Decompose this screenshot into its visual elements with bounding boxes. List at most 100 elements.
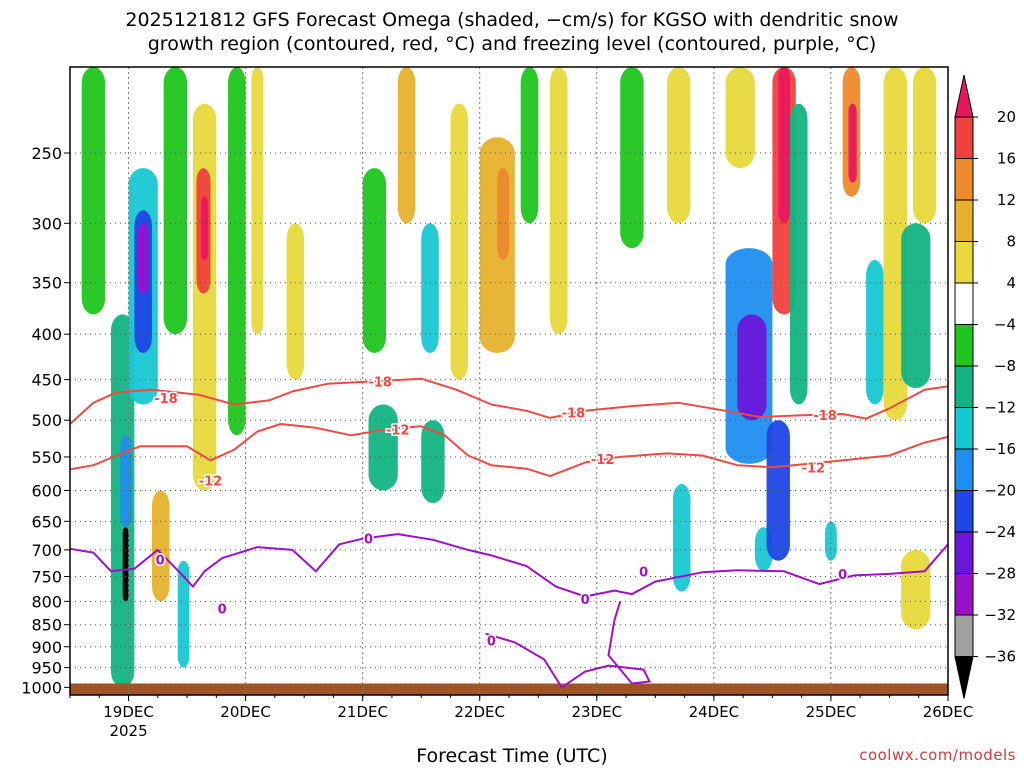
terrain-fill xyxy=(70,683,948,695)
contour-label: 0 xyxy=(364,533,373,548)
x-tick-label: 19DEC xyxy=(103,703,154,721)
y-tick-label: 600 xyxy=(31,481,62,500)
chart-title-line-2: growth region (contoured, red, °C) and f… xyxy=(147,33,877,55)
omega-shading-cell xyxy=(137,223,149,294)
colorbar-box xyxy=(954,324,974,367)
colorbar-bottom-arrow xyxy=(954,656,974,699)
y-tick-label: 500 xyxy=(31,411,62,430)
omega-shading-cell xyxy=(901,223,931,389)
colorbar-label: 12 xyxy=(997,191,1016,209)
omega-shading-cell xyxy=(725,67,755,169)
y-tick-label: 400 xyxy=(31,325,62,344)
contour-line xyxy=(485,601,652,689)
colorbar-box xyxy=(954,573,974,616)
colorbar-label: 8 xyxy=(1006,233,1016,251)
x-tick-label: 20DEC xyxy=(220,703,271,721)
x-tick-label: 21DEC xyxy=(337,703,388,721)
omega-shading-cell xyxy=(778,67,790,224)
contour-line xyxy=(69,377,949,425)
omega-shading-cell xyxy=(866,260,884,405)
x-tick-label: 25DEC xyxy=(806,703,857,721)
y-tick-label: 850 xyxy=(31,616,62,635)
y-tick-label: 450 xyxy=(31,371,62,390)
y-tick-label: 900 xyxy=(31,638,62,657)
omega-shading-cell xyxy=(520,67,539,224)
y-tick-label: 650 xyxy=(31,512,62,531)
contour-label: -18 xyxy=(368,375,392,390)
omega-shading-cell xyxy=(497,168,509,261)
x-tick-label: 24DEC xyxy=(689,703,740,721)
contour-line xyxy=(69,533,949,598)
y-tick-label: 350 xyxy=(31,274,62,293)
contour-label: 0 xyxy=(838,568,847,583)
omega-shading-cell xyxy=(362,168,387,353)
y-tick-label: 250 xyxy=(31,144,62,163)
colorbar-box xyxy=(954,282,974,325)
x-tick-label: 23DEC xyxy=(572,703,623,721)
contour-label: -12 xyxy=(199,475,223,490)
colorbar-box xyxy=(954,614,974,657)
contour-label: 0 xyxy=(487,634,496,649)
omega-shading-cell xyxy=(825,521,837,561)
omega-shading-cell xyxy=(672,483,691,592)
colorbar-label: −24 xyxy=(984,523,1016,541)
omega-shading-cell xyxy=(549,67,568,335)
y-tick-label: 1000 xyxy=(21,678,62,697)
contour-label: 0 xyxy=(218,603,227,618)
omega-shading-cell xyxy=(151,490,170,602)
omega-shading-cell xyxy=(421,223,439,353)
omega-shading-cell xyxy=(251,67,264,335)
x-tick-label: 22DEC xyxy=(454,703,505,721)
omega-shading-cell xyxy=(201,196,209,261)
colorbar-label: 16 xyxy=(997,150,1016,168)
y-tick-label: 750 xyxy=(31,567,62,586)
omega-shading-cell xyxy=(848,103,857,183)
y-tick-label: 550 xyxy=(31,448,62,467)
omega-shading-cell xyxy=(620,67,644,249)
colorbar-label: −32 xyxy=(984,606,1016,624)
y-tick-label: 700 xyxy=(31,541,62,560)
omega-shading-cell xyxy=(368,404,398,491)
omega-shading-cell xyxy=(901,549,931,630)
colorbar-label: 4 xyxy=(1006,274,1016,292)
colorbar-box xyxy=(954,407,974,450)
colorbar-label: −16 xyxy=(984,440,1016,458)
colorbar-label: −4 xyxy=(994,316,1016,334)
omega-shading-cell xyxy=(120,435,133,528)
omega-shading-cell xyxy=(667,67,691,224)
colorbar-box xyxy=(954,199,974,242)
colorbar-label: −12 xyxy=(984,399,1016,417)
colorbar-box xyxy=(954,448,974,491)
omega-shading-cell xyxy=(163,67,188,335)
contour-label: 0 xyxy=(581,593,590,608)
omega-shading-cell xyxy=(81,67,106,315)
colorbar-box xyxy=(954,158,974,201)
contour-label: -18 xyxy=(813,409,837,424)
colorbar-label: 20 xyxy=(997,108,1016,126)
contour-label: 0 xyxy=(156,554,165,569)
omega-shading-cell xyxy=(766,420,790,561)
omega-shading-cell xyxy=(450,103,469,380)
colorbar-box xyxy=(954,116,974,159)
omega-shading-cell xyxy=(122,527,129,602)
contour-label: -18 xyxy=(562,406,586,421)
colorbar-label: −36 xyxy=(984,648,1016,666)
contour-label: -12 xyxy=(591,453,615,468)
plot-frame xyxy=(69,66,949,696)
credit-link[interactable]: coolwx.com/models xyxy=(859,746,1016,764)
contour-label: -12 xyxy=(386,423,410,438)
omega-shading-cell xyxy=(397,67,416,224)
colorbar-label: −28 xyxy=(984,565,1016,583)
x-axis-title: Forecast Time (UTC) xyxy=(416,745,608,767)
omega-shading-cell xyxy=(286,223,305,380)
omega-shading-cell xyxy=(228,67,246,436)
y-tick-label: 800 xyxy=(31,592,62,611)
colorbar-top-arrow xyxy=(954,74,974,118)
colorbar-label: −8 xyxy=(994,357,1016,375)
x-tick-label: 26DEC xyxy=(923,703,974,721)
omega-shading-cell xyxy=(912,67,937,224)
contour-label: -12 xyxy=(802,461,826,476)
contour-label: 0 xyxy=(639,565,648,580)
colorbar-box xyxy=(954,241,974,284)
